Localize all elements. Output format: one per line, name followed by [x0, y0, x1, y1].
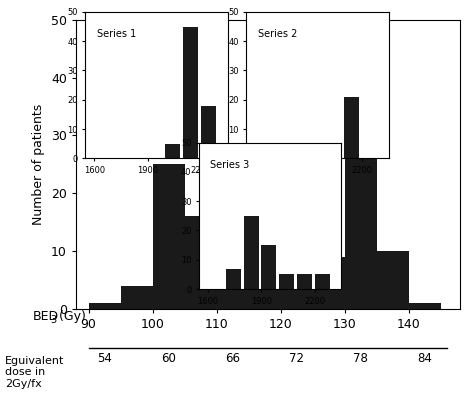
Text: (Gy): (Gy): [55, 310, 86, 323]
Bar: [261, 245, 276, 289]
Bar: [297, 274, 312, 289]
Text: 3: 3: [51, 315, 57, 325]
Text: 78: 78: [353, 352, 368, 366]
Bar: [309, 156, 324, 158]
Text: Series 1: Series 1: [97, 29, 136, 40]
Bar: [249, 274, 281, 309]
Bar: [201, 106, 216, 158]
Bar: [89, 303, 121, 309]
Text: 66: 66: [225, 352, 240, 366]
Bar: [121, 286, 153, 309]
Text: 84: 84: [417, 352, 432, 366]
Bar: [377, 251, 409, 309]
Text: 54: 54: [97, 352, 112, 366]
Text: 72: 72: [289, 352, 304, 366]
Bar: [344, 97, 359, 158]
Bar: [219, 152, 234, 158]
Bar: [217, 274, 249, 309]
Text: Eguivalent
dose in
2Gy/fx: Eguivalent dose in 2Gy/fx: [5, 356, 64, 389]
Bar: [345, 37, 377, 309]
Bar: [165, 144, 181, 158]
Bar: [244, 216, 259, 289]
Bar: [281, 286, 313, 309]
Bar: [313, 257, 345, 309]
Bar: [315, 274, 330, 289]
Bar: [327, 150, 342, 158]
Bar: [226, 268, 241, 289]
Text: Series 2: Series 2: [258, 29, 297, 40]
Bar: [409, 303, 441, 309]
Bar: [183, 27, 198, 158]
Y-axis label: Number of patients: Number of patients: [32, 104, 45, 225]
Text: 60: 60: [161, 352, 176, 366]
Bar: [185, 216, 217, 309]
Bar: [153, 164, 185, 309]
Bar: [279, 274, 294, 289]
Text: Series 3: Series 3: [210, 160, 250, 170]
Text: BED: BED: [33, 310, 59, 323]
